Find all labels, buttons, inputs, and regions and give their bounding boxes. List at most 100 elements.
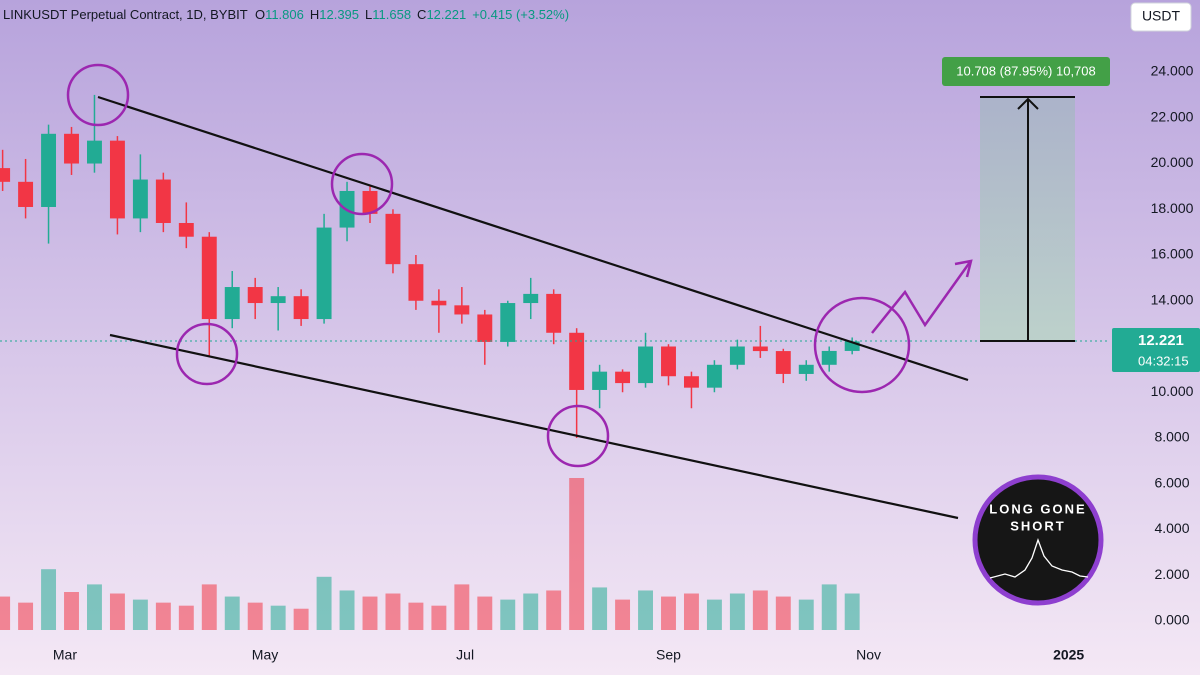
x-tick-label: Nov — [856, 647, 881, 663]
candle-body — [775, 351, 791, 374]
volume-bar — [109, 593, 125, 630]
candle-body — [706, 364, 722, 388]
logo-text: SHORT — [1010, 518, 1066, 533]
last-price: 12.221 — [1138, 332, 1184, 349]
y-tick-label: 14.000 — [1151, 291, 1194, 307]
volume-bar — [661, 596, 676, 630]
circles — [66, 63, 973, 468]
x-tick-label: Sep — [656, 647, 681, 663]
candle-body — [615, 371, 631, 384]
symbol: LINKUSDT Perpetual Contract, 1D, BYBIT — [3, 7, 248, 22]
candle-body — [683, 376, 699, 388]
logo-sparkline — [989, 538, 1089, 579]
y-tick-label: 18.000 — [1151, 200, 1194, 216]
candle-body — [523, 293, 539, 304]
x-tick-label: Jul — [456, 647, 474, 663]
currency-button[interactable] — [1130, 2, 1192, 32]
candle-body — [18, 181, 34, 207]
change: +0.415 (+3.52%) — [472, 7, 570, 22]
candle-body — [408, 264, 424, 301]
candle-body — [546, 293, 562, 333]
ohlc-label: H — [309, 7, 320, 22]
volume-bar — [500, 599, 516, 630]
ohlc-label: L — [365, 7, 373, 22]
volume-bar — [87, 584, 102, 630]
measure-label-box — [942, 57, 1110, 86]
y-tick-label: 20.000 — [1151, 154, 1194, 170]
upper-trendline — [97, 95, 969, 382]
candle-body — [661, 346, 676, 377]
lower-trendline — [109, 333, 959, 520]
volume-bar — [155, 602, 171, 630]
y-tick-label: 22.000 — [1151, 108, 1194, 124]
x-tick-label: Mar — [53, 647, 77, 663]
volume-bar — [293, 608, 309, 630]
volume-bar — [798, 599, 814, 630]
volume-bar — [706, 599, 722, 630]
candle-body — [638, 346, 653, 384]
candle-body — [500, 303, 516, 342]
last-price-box — [1112, 328, 1200, 372]
projection-arrow — [871, 261, 972, 334]
candle-body — [41, 133, 57, 207]
candle-body — [109, 140, 125, 219]
volume-bar — [0, 596, 11, 630]
candle-body — [132, 179, 148, 219]
volume-bar — [546, 590, 562, 630]
volume-bar — [729, 593, 745, 630]
y-tick-label: 10.000 — [1151, 383, 1194, 399]
y-tick-label: 8.000 — [1154, 429, 1189, 445]
volume-bar — [178, 605, 194, 630]
volume-bar — [64, 592, 79, 630]
candle-body — [316, 227, 332, 320]
logo-text: LONG GONE — [989, 501, 1086, 516]
circle — [66, 63, 130, 127]
candle-body — [0, 168, 11, 182]
volume-bar — [615, 599, 631, 630]
x-tick-label: 2025 — [1053, 647, 1084, 663]
candle-body — [87, 140, 102, 164]
y-tick-label: 0.000 — [1154, 612, 1189, 628]
volume-bar — [316, 576, 332, 630]
candle-body — [362, 190, 378, 214]
currency[interactable]: USDT — [1142, 8, 1181, 24]
candle-body — [821, 350, 837, 365]
y-tick-label: 4.000 — [1154, 520, 1189, 536]
volume-bar — [18, 602, 34, 630]
volume-bar — [592, 587, 608, 630]
candle-body — [224, 287, 240, 320]
measure-arrow-head — [1017, 97, 1039, 110]
candle-body — [64, 133, 79, 164]
circle — [175, 322, 239, 386]
volume-bar — [201, 584, 217, 630]
candle-body — [752, 346, 768, 352]
y-tick-label: 2.000 — [1154, 566, 1189, 582]
volume-bar — [844, 593, 860, 630]
candle-body — [178, 222, 194, 237]
volume-bar — [569, 478, 585, 630]
candle-body — [477, 314, 493, 342]
ohlc-value: 11.806 — [265, 7, 304, 22]
ohlc-label: O — [254, 7, 266, 22]
volume-bar — [224, 596, 240, 630]
channel — [97, 95, 969, 520]
volume-bar — [431, 605, 447, 630]
candle-body — [293, 296, 309, 320]
volume-bar — [132, 599, 148, 630]
volume-bar — [339, 590, 355, 630]
candle-body — [729, 346, 745, 365]
y-tick-label: 24.000 — [1151, 63, 1194, 79]
volume-bar — [477, 596, 493, 630]
ohlc-value: 11.658 — [372, 7, 412, 22]
candle-body — [592, 371, 608, 390]
circle — [546, 404, 610, 468]
arrow-head — [954, 259, 973, 278]
candle-body — [844, 341, 860, 351]
header: LINKUSDT Perpetual Contract, 1D, BYBIT O… — [3, 7, 575, 22]
ohlc-value: 12.395 — [319, 7, 360, 22]
candle-body — [454, 305, 470, 315]
ohlc-label: C — [417, 7, 427, 22]
volume-bar — [752, 590, 768, 630]
